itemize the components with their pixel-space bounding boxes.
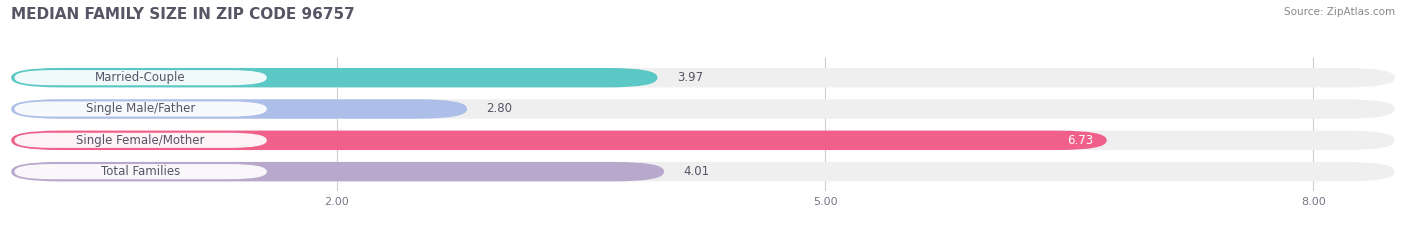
- FancyBboxPatch shape: [11, 99, 467, 119]
- FancyBboxPatch shape: [11, 99, 1395, 119]
- FancyBboxPatch shape: [11, 131, 1395, 150]
- Text: MEDIAN FAMILY SIZE IN ZIP CODE 96757: MEDIAN FAMILY SIZE IN ZIP CODE 96757: [11, 7, 354, 22]
- FancyBboxPatch shape: [11, 131, 1107, 150]
- FancyBboxPatch shape: [14, 133, 267, 148]
- Text: Married-Couple: Married-Couple: [96, 71, 186, 84]
- Text: Source: ZipAtlas.com: Source: ZipAtlas.com: [1284, 7, 1395, 17]
- Text: 6.73: 6.73: [1067, 134, 1094, 147]
- Text: Single Female/Mother: Single Female/Mother: [76, 134, 205, 147]
- FancyBboxPatch shape: [14, 164, 267, 179]
- Text: Total Families: Total Families: [101, 165, 180, 178]
- Text: 2.80: 2.80: [486, 103, 513, 116]
- FancyBboxPatch shape: [11, 162, 664, 181]
- FancyBboxPatch shape: [11, 162, 1395, 181]
- FancyBboxPatch shape: [14, 70, 267, 85]
- Text: 3.97: 3.97: [676, 71, 703, 84]
- Text: Single Male/Father: Single Male/Father: [86, 103, 195, 116]
- Text: 4.01: 4.01: [683, 165, 710, 178]
- FancyBboxPatch shape: [14, 101, 267, 116]
- FancyBboxPatch shape: [11, 68, 1395, 87]
- FancyBboxPatch shape: [11, 68, 658, 87]
